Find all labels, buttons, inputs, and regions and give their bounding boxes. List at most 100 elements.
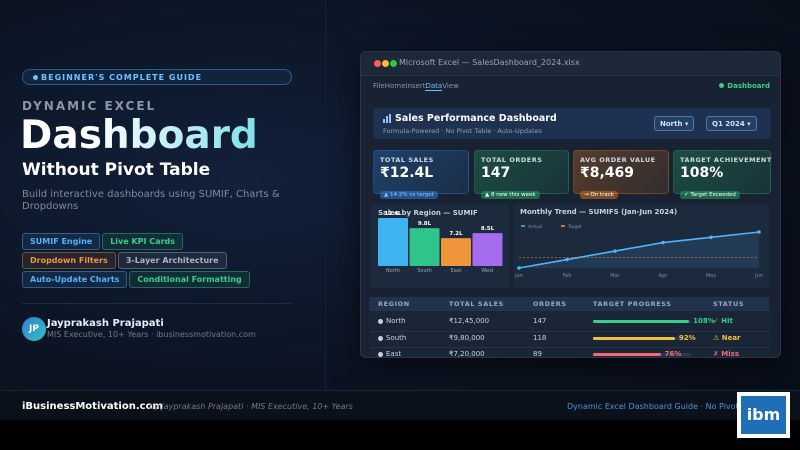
column-header: TOTAL SALES — [449, 300, 504, 308]
series-line — [518, 231, 760, 269]
filter-dropdown[interactable]: Q1 2024 — [706, 116, 757, 131]
sales-cell: ₹9,80,000 — [449, 334, 485, 342]
region-table: REGION TOTAL SALES ORDERS TARGET PROGRESS ST… — [369, 297, 769, 358]
ribbon-tab: Home — [384, 82, 406, 90]
author-name: Jayprakash Prajapati — [47, 318, 164, 329]
x-tick-label: West — [481, 268, 493, 274]
sales-cell: ₹12,45,000 — [449, 317, 490, 325]
kpi-card: AVG ORDER VALUE ₹8,469 → On track — [573, 150, 669, 199]
dashboard-subtitle: Formula-Powered · No Pivot Table · Auto-… — [383, 127, 542, 135]
tag: 3-Layer Architecture — [117, 252, 227, 269]
tag: Dropdown Filters — [22, 252, 116, 269]
x-tick-label: South — [417, 268, 432, 274]
divider — [22, 303, 292, 304]
logo: ibm — [737, 392, 790, 438]
data-point — [661, 240, 665, 245]
kpi-label: TARGET ACHIEVEMENT — [680, 156, 772, 164]
kpi-label: AVG ORDER VALUE — [580, 156, 656, 164]
table-header: REGION TOTAL SALES ORDERS TARGET PROGRESS ST… — [369, 297, 769, 311]
table-row: East ₹7,20,000 89 76% ✗ Miss — [369, 347, 769, 358]
ribbon-tab: Insert — [405, 82, 426, 90]
table-row: North ₹12,45,000 147 108% ✓ Hit — [369, 315, 769, 329]
chart-icon — [383, 114, 391, 123]
x-tick-label: May — [706, 273, 716, 279]
badge-dot — [33, 75, 38, 80]
x-tick-label: Jun — [754, 273, 763, 279]
kpi-note: ▲ 14.2% vs target — [380, 191, 438, 199]
region-cell: South — [386, 334, 407, 342]
bottom-strip — [0, 420, 800, 450]
chart-title: Monthly Trend — SUMIFS (Jan-Jun 2024) — [520, 208, 677, 216]
tag: Live KPI Cards — [102, 233, 183, 250]
separator — [325, 0, 326, 390]
progress-label: 76% — [664, 350, 682, 358]
title-bar: Microsoft Excel — SalesDashboard_2024.xl… — [361, 52, 780, 76]
bar-value-label: 9.8L — [418, 221, 432, 227]
orders-cell: 89 — [533, 350, 542, 358]
orders-cell: 147 — [533, 317, 547, 325]
status-cell: ⚠ Near — [713, 334, 741, 342]
table-row: South ₹9,80,000 118 92% ⚠ Near — [369, 331, 769, 345]
data-point — [565, 257, 569, 262]
orders-cell: 118 — [533, 334, 547, 342]
footer-byline: by Jayprakash Prajapati · MIS Executive,… — [149, 402, 353, 411]
column-header: TARGET PROGRESS — [593, 300, 672, 308]
filter-dropdown[interactable]: North — [654, 116, 695, 131]
bar-value-label: 7.2L — [449, 231, 463, 237]
progress-bar — [593, 353, 661, 356]
hero-title: Dashboard — [20, 113, 258, 158]
hero-description: Build interactive dashboards using SUMIF… — [22, 189, 280, 212]
legend-label: Target — [567, 224, 582, 230]
hero-subtitle: Without Pivot Table — [22, 160, 211, 180]
window-title: Microsoft Excel — SalesDashboard_2024.xl… — [399, 58, 580, 67]
badge: BEGINNER'S COMPLETE GUIDE — [22, 69, 292, 85]
dashboard-title: Sales Performance Dashboard — [395, 113, 557, 124]
ribbon-tab: View — [442, 82, 459, 90]
kpi-note: ▲ 8 new this week — [481, 191, 540, 199]
row-dot — [378, 319, 383, 324]
line-chart: Monthly Trend — SUMIFS (Jan-Jun 2024) Jan… — [514, 208, 763, 279]
ribbon-tab: Data — [425, 82, 443, 91]
kpi-note: ✓ Target Exceeded — [680, 191, 740, 199]
kpi-note: → On track — [580, 191, 618, 199]
bar — [472, 233, 503, 266]
footer-guide: Dynamic Excel Dashboard Guide · No Pivot… — [567, 402, 762, 411]
data-point — [517, 266, 521, 270]
bar — [409, 228, 440, 266]
kpi-value: 108% — [680, 165, 724, 181]
progress-bar — [593, 337, 675, 340]
bar-panel: Sales by Region — SUMIF 12.4L North 9.8L Sou… — [370, 204, 510, 288]
kpi-card: TOTAL ORDERS 147 ▲ 8 new this week — [474, 150, 569, 199]
footer: iBusinessMotivation.com by Jayprakash Pr… — [0, 390, 800, 420]
kpi-value: ₹12.4L — [380, 165, 434, 181]
footer-brand: iBusinessMotivation.com — [22, 401, 163, 412]
x-tick-label: Mar — [610, 273, 620, 279]
line-panel: Monthly Trend — SUMIFS (Jan-Jun 2024) Jan… — [513, 204, 769, 288]
kpi-value: 147 — [481, 165, 511, 181]
bar — [378, 218, 408, 266]
data-point — [613, 249, 617, 253]
kpi-label: TOTAL SALES — [380, 156, 434, 164]
window-dot — [390, 60, 397, 67]
row-dot — [378, 352, 383, 357]
x-tick-label: Apr — [659, 273, 669, 279]
chart-title: Sales by Region — SUMIF — [378, 209, 478, 217]
bar-value-label: 8.5L — [481, 226, 495, 232]
tag: Auto-Update Charts — [22, 271, 128, 288]
dashboard-header: Sales Performance Dashboard Formula-Powe… — [373, 108, 771, 139]
column-header: REGION — [378, 300, 410, 308]
progress-label: 92% — [678, 334, 696, 342]
x-tick-label: Feb — [563, 273, 572, 279]
logo-text: ibm — [741, 396, 786, 434]
progress-bar — [593, 320, 690, 323]
region-cell: East — [386, 350, 402, 358]
x-tick-label: Jan — [514, 273, 523, 279]
region-cell: North — [386, 317, 406, 325]
bar — [441, 238, 471, 266]
x-tick-label: North — [386, 268, 400, 274]
status-cell: ✓ Hit — [713, 317, 733, 325]
column-header: STATUS — [713, 300, 745, 308]
tag: Conditional Formatting — [129, 271, 250, 288]
